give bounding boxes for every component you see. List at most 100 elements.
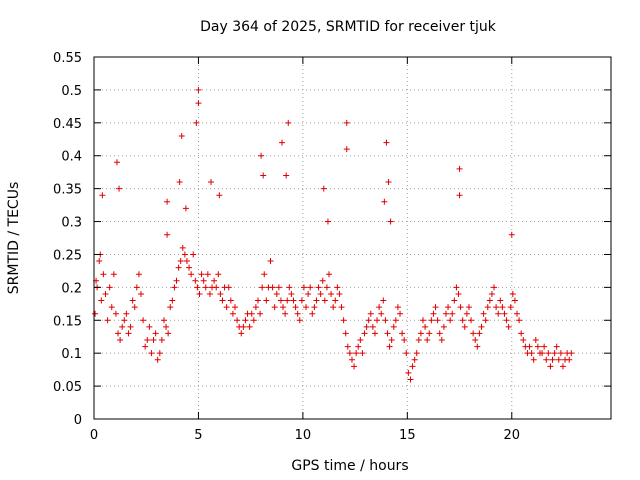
data-point: [173, 277, 180, 284]
data-point: [424, 337, 431, 344]
data-point: [319, 277, 326, 284]
data-point: [543, 356, 550, 363]
data-point: [238, 330, 245, 337]
data-point: [426, 330, 433, 337]
data-point: [106, 284, 113, 291]
data-point: [156, 350, 163, 357]
data-point: [186, 264, 193, 271]
data-point: [551, 350, 558, 357]
data-point: [196, 290, 203, 297]
data-point: [246, 323, 253, 330]
data-point: [284, 297, 291, 304]
data-point: [110, 271, 117, 278]
axis-ticks: [93, 56, 611, 420]
data-point: [381, 198, 388, 205]
data-point: [181, 251, 188, 258]
data-point: [290, 297, 297, 304]
data-point: [311, 304, 318, 311]
data-point: [202, 284, 209, 291]
data-point: [384, 330, 391, 337]
data-point: [371, 330, 378, 337]
data-point: [195, 86, 202, 93]
data-point: [376, 304, 383, 311]
data-point: [313, 297, 320, 304]
data-point: [138, 290, 144, 297]
data-point: [365, 317, 372, 324]
data-point: [225, 284, 232, 291]
data-point: [378, 310, 385, 317]
y-axis-label: SRMTID / TECUs: [6, 182, 22, 295]
data-point: [121, 317, 128, 324]
data-point: [165, 330, 172, 337]
data-point: [271, 304, 278, 311]
data-point: [234, 317, 241, 324]
data-point: [217, 290, 224, 297]
y-tick-label: 0.35: [53, 183, 82, 198]
data-point: [242, 317, 249, 324]
data-point: [495, 310, 502, 317]
data-point: [146, 323, 153, 330]
data-point: [100, 271, 107, 278]
data-point: [164, 198, 171, 205]
data-point: [280, 304, 287, 311]
data-point: [430, 310, 437, 317]
data-point: [499, 304, 506, 311]
data-point: [260, 172, 267, 179]
data-point: [192, 277, 199, 284]
data-point: [131, 304, 138, 311]
data-point: [503, 317, 510, 324]
data-point: [534, 343, 541, 350]
data-points: [92, 86, 575, 383]
data-point: [399, 330, 406, 337]
data-point: [463, 310, 470, 317]
data-point: [568, 350, 575, 357]
data-point: [541, 343, 548, 350]
data-point: [438, 337, 445, 344]
data-point: [497, 297, 504, 304]
data-point: [182, 205, 189, 212]
data-point: [307, 284, 314, 291]
data-point: [369, 323, 376, 330]
data-point: [258, 152, 265, 159]
data-point: [206, 290, 213, 297]
data-point: [545, 350, 552, 357]
data-point: [403, 350, 410, 357]
data-point: [296, 317, 303, 324]
data-point: [294, 310, 301, 317]
data-point: [323, 284, 330, 291]
data-point: [332, 297, 339, 304]
data-point: [300, 284, 307, 291]
data-point: [472, 337, 479, 344]
data-point: [532, 337, 539, 344]
data-point: [442, 310, 449, 317]
data-point: [553, 343, 560, 350]
y-tick-label: 0.45: [53, 117, 82, 132]
data-point: [348, 356, 355, 363]
data-point: [340, 317, 347, 324]
data-point: [286, 284, 293, 291]
data-point: [374, 317, 381, 324]
data-point: [456, 165, 463, 172]
data-point: [392, 317, 399, 324]
data-point: [232, 304, 238, 311]
data-point: [468, 317, 475, 324]
data-point: [305, 290, 312, 297]
data-point: [422, 323, 429, 330]
data-point: [176, 179, 183, 186]
data-point: [315, 284, 322, 291]
data-point: [125, 330, 132, 337]
data-point: [484, 304, 491, 311]
data-point: [530, 356, 537, 363]
data-point: [129, 297, 136, 304]
data-point: [169, 297, 176, 304]
data-point: [455, 290, 462, 297]
data-point: [254, 297, 261, 304]
data-point: [474, 343, 481, 350]
data-point: [317, 290, 324, 297]
data-point: [417, 330, 424, 337]
x-tick-label: 5: [194, 428, 202, 443]
data-point: [116, 185, 123, 192]
data-point: [387, 218, 394, 225]
x-tick-label: 15: [399, 428, 416, 443]
data-point: [465, 304, 472, 311]
